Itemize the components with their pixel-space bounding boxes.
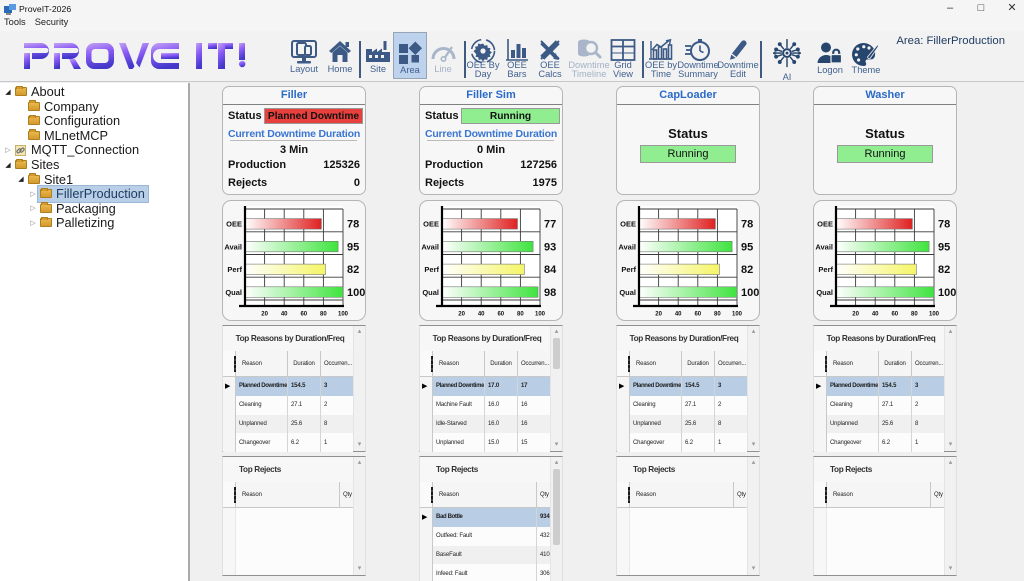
svg-text:60: 60 [497, 312, 504, 318]
svg-text:Perf: Perf [621, 265, 636, 274]
svg-text:100: 100 [338, 312, 349, 318]
svg-text:80: 80 [320, 312, 327, 318]
svg-text:Perf: Perf [818, 265, 833, 274]
svg-text:OEE: OEE [423, 220, 439, 229]
svg-text:Avail: Avail [421, 242, 439, 251]
svg-text:82: 82 [741, 264, 753, 276]
svg-text:Avail: Avail [815, 242, 833, 251]
svg-text:Perf: Perf [424, 265, 439, 274]
svg-text:77: 77 [544, 219, 556, 231]
svg-text:Perf: Perf [227, 265, 242, 274]
svg-text:Qual: Qual [619, 288, 636, 297]
svg-text:40: 40 [478, 312, 485, 318]
svg-text:95: 95 [347, 241, 359, 253]
svg-text:20: 20 [655, 312, 662, 318]
svg-text:Qual: Qual [816, 288, 833, 297]
svg-text:78: 78 [347, 219, 359, 231]
svg-text:Qual: Qual [225, 288, 242, 297]
svg-text:100: 100 [938, 287, 956, 299]
svg-text:60: 60 [891, 312, 898, 318]
svg-text:100: 100 [929, 312, 940, 318]
svg-text:40: 40 [675, 312, 682, 318]
svg-text:Qual: Qual [422, 288, 439, 297]
svg-text:80: 80 [517, 312, 524, 318]
svg-text:Avail: Avail [618, 242, 636, 251]
svg-text:78: 78 [938, 219, 950, 231]
svg-text:40: 40 [872, 312, 879, 318]
svg-text:60: 60 [694, 312, 701, 318]
svg-text:93: 93 [544, 241, 556, 253]
svg-text:100: 100 [347, 287, 365, 299]
svg-text:OEE: OEE [226, 220, 242, 229]
svg-text:98: 98 [544, 287, 556, 299]
svg-text:OEE: OEE [620, 220, 636, 229]
svg-text:100: 100 [741, 287, 759, 299]
svg-text:80: 80 [911, 312, 918, 318]
svg-text:95: 95 [741, 241, 753, 253]
svg-text:95: 95 [938, 241, 950, 253]
svg-text:20: 20 [458, 312, 465, 318]
svg-text:82: 82 [938, 264, 950, 276]
svg-text:20: 20 [852, 312, 859, 318]
svg-text:20: 20 [261, 312, 268, 318]
svg-text:OEE: OEE [817, 220, 833, 229]
svg-text:Avail: Avail [224, 242, 242, 251]
svg-text:78: 78 [741, 219, 753, 231]
svg-text:80: 80 [714, 312, 721, 318]
svg-text:82: 82 [347, 264, 359, 276]
svg-text:60: 60 [300, 312, 307, 318]
svg-text:40: 40 [281, 312, 288, 318]
svg-text:100: 100 [732, 312, 743, 318]
svg-text:100: 100 [535, 312, 546, 318]
svg-text:84: 84 [544, 264, 557, 276]
